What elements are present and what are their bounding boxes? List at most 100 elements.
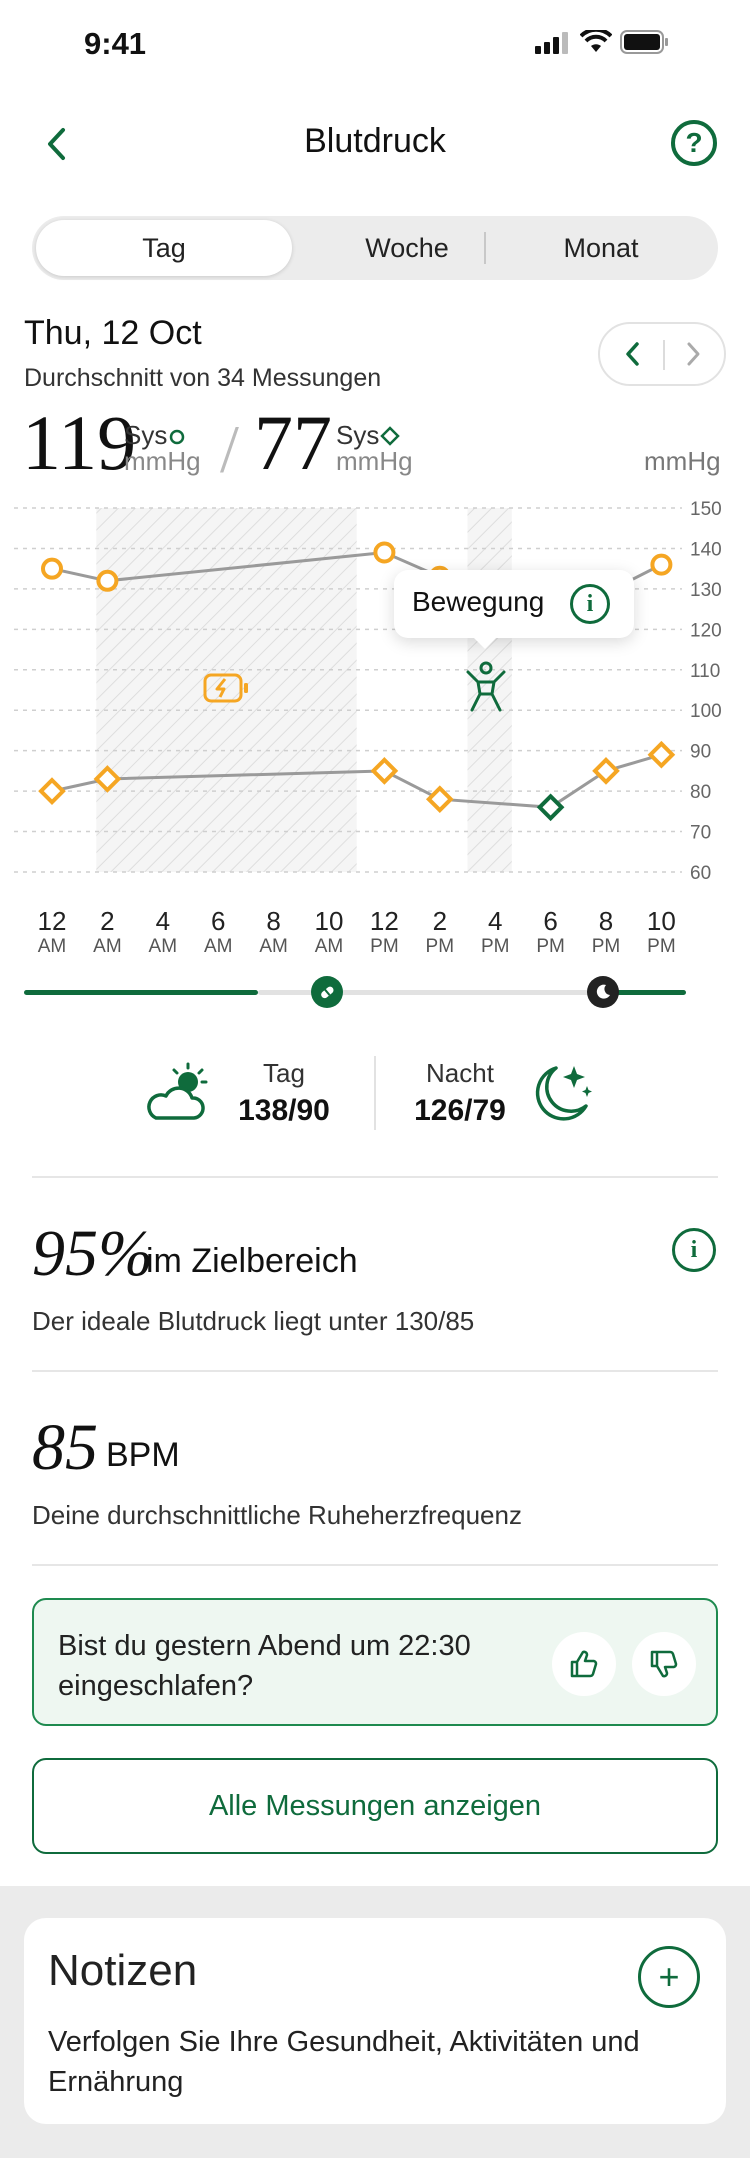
x-tick-period: PM <box>591 936 621 957</box>
x-tick-hour: 6 <box>543 906 558 936</box>
y-tick-label: 110 <box>690 661 720 682</box>
period-tabs: Tag Woche Monat <box>32 216 718 280</box>
x-tick-period: AM <box>37 936 67 957</box>
back-button[interactable] <box>36 122 76 166</box>
charging-icon <box>203 673 248 703</box>
x-tick-label: 6 PM <box>521 906 581 958</box>
y-tick-label: 100 <box>690 701 722 722</box>
data-point <box>38 777 66 805</box>
x-tick-label: 8 AM <box>244 906 304 958</box>
x-tick-period: PM <box>647 936 676 957</box>
thumbs-up-icon <box>570 1650 598 1678</box>
event-tooltip[interactable]: Bewegung i <box>394 570 634 638</box>
circle-marker-icon <box>169 429 185 445</box>
status-bar: 9:41 <box>0 0 750 90</box>
data-point <box>425 785 454 814</box>
y-tick-label: 150 <box>690 499 722 520</box>
timeline-track <box>258 990 602 995</box>
y-tick-label: 120 <box>690 620 722 641</box>
day-value: 138/90 <box>238 1094 330 1127</box>
x-tick-hour: 4 <box>487 906 503 936</box>
show-all-measurements-button[interactable]: Alle Messungen anzeigen <box>32 1758 718 1854</box>
timeline-awake-bar <box>24 990 258 995</box>
sleep-marker[interactable] <box>587 976 619 1008</box>
section-divider <box>32 1370 718 1372</box>
x-tick-hour: 2 <box>432 906 448 936</box>
data-point <box>93 765 122 793</box>
next-day-button[interactable] <box>670 332 718 376</box>
date-title: Thu, 12 Oct <box>24 314 202 352</box>
section-divider <box>32 1176 718 1178</box>
day-night-divider <box>374 1056 376 1130</box>
sleep-question-card: Bist du gestern Abend um 22:30 eingeschl… <box>32 1598 718 1726</box>
info-icon[interactable]: i <box>570 584 610 624</box>
y-tick-label: 90 <box>690 742 711 763</box>
thumbs-down-icon <box>650 1650 678 1678</box>
x-tick-hour: 12 <box>369 906 399 936</box>
pager-divider <box>663 340 665 370</box>
notes-card[interactable]: Notizen + Verfolgen Sie Ihre Gesundheit,… <box>24 1918 726 2124</box>
chevron-right-icon <box>687 342 700 366</box>
thumbs-up-button[interactable] <box>552 1632 616 1696</box>
heart-rate-description: Deine durchschnittliche Ruheherzfrequenz <box>32 1500 522 1530</box>
x-tick-label: 12 PM <box>354 906 414 958</box>
systolic-unit: mmHg <box>124 446 201 476</box>
heart-rate-unit: BPM <box>106 1436 180 1474</box>
value-separator: / <box>220 411 239 487</box>
night-label: Nacht <box>426 1058 494 1088</box>
x-tick-hour: 4 <box>155 906 171 936</box>
tab-label: Woche <box>365 232 449 263</box>
diastolic-unit: mmHg <box>336 446 413 476</box>
x-tick-label: 2 AM <box>77 906 137 958</box>
moon-stars-icon <box>535 1066 592 1121</box>
target-info-button[interactable]: i <box>672 1228 716 1272</box>
thumbs-down-button[interactable] <box>632 1632 696 1696</box>
x-tick-label: 10 AM <box>299 906 359 958</box>
data-point <box>41 557 63 580</box>
data-point <box>536 793 565 822</box>
x-tick-period: PM <box>370 936 399 957</box>
tab-woche[interactable]: Woche <box>296 216 518 280</box>
question-mark-icon: ? <box>685 127 703 158</box>
info-icon: i <box>690 1236 698 1263</box>
x-tick-label: 6 AM <box>188 906 248 958</box>
diastolic-value: 77 <box>254 399 332 486</box>
tab-tag[interactable]: Tag <box>36 220 292 276</box>
x-tick-label: 4 AM <box>133 906 193 958</box>
info-glyph: i <box>586 590 594 617</box>
tab-monat[interactable]: Monat <box>488 216 714 280</box>
date-pager <box>598 322 726 386</box>
page-title: Blutdruck <box>304 122 446 160</box>
target-description: Der ideale Blutdruck liegt unter 130/85 <box>32 1306 475 1336</box>
x-tick-label: 12 AM <box>22 906 82 958</box>
average-subtitle: Durchschnitt von 34 Messungen <box>24 364 382 392</box>
question-text: Bist du gestern Abend um 22:30 eingeschl… <box>58 1630 471 1702</box>
diastolic-label: Sys <box>336 420 380 450</box>
systolic-label: Sys <box>124 420 168 450</box>
add-note-button[interactable]: + <box>638 1946 700 2008</box>
data-point <box>647 740 676 769</box>
help-button[interactable]: ? <box>671 120 717 166</box>
day-label: Tag <box>263 1058 305 1088</box>
tooltip-label: Bewegung <box>412 586 545 617</box>
x-tick-hour: 8 <box>598 906 614 936</box>
tooltip-arrow <box>472 636 498 649</box>
data-point <box>96 569 119 592</box>
medication-marker[interactable] <box>311 976 343 1008</box>
blood-pressure-chart: 150 140 130 120 110 100 90 80 70 60 <box>14 499 722 884</box>
chart-unit-label: mmHg <box>644 446 721 476</box>
x-tick-period: AM <box>148 936 178 957</box>
data-point <box>592 757 620 785</box>
y-tick-label: 130 <box>690 580 722 601</box>
x-tick-label: 2 PM <box>410 906 470 958</box>
cellular-signal-icon <box>535 32 568 54</box>
y-tick-label: 140 <box>690 539 722 560</box>
previous-day-button[interactable] <box>608 332 656 376</box>
x-tick-hour: 2 <box>100 906 115 936</box>
x-axis-labels: 12 AM 2 AM 4 AM 6 AM 8 AM 10 AM 12 PM 2 PM 4 PM 6 PM 8 PM 10 PM <box>0 906 750 966</box>
x-tick-period: AM <box>93 936 122 957</box>
status-time: 9:41 <box>84 26 147 61</box>
shaded-range <box>467 508 512 872</box>
x-tick-period: AM <box>259 936 288 957</box>
plus-icon: + <box>658 1956 680 1997</box>
